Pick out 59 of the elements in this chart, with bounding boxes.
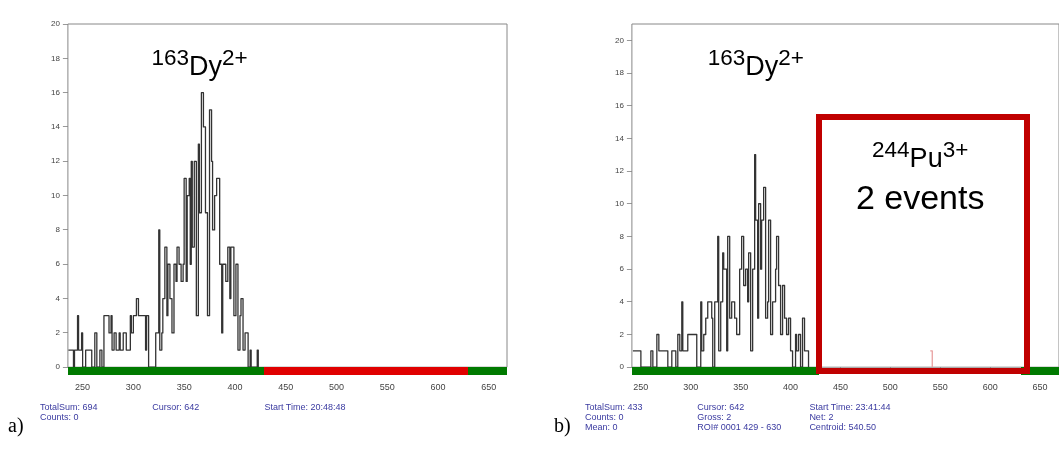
x-tick-label: 550: [932, 382, 948, 393]
text: Start Time: 23:41:44: [809, 402, 892, 412]
annotation: 2 events: [855, 178, 985, 218]
y-tick-label: 2: [619, 329, 625, 339]
x-tick-label: 300: [125, 382, 141, 393]
x-tick-label: 500: [882, 382, 898, 393]
text: Net: 2: [809, 412, 835, 422]
text: TotalSum: 433: [585, 402, 644, 412]
y-tick-label: 16: [50, 87, 61, 97]
text: Counts: 0: [40, 412, 80, 422]
x-tick-label: 400: [227, 382, 243, 393]
y-tick-label: 18: [50, 53, 61, 63]
y-tick-label: 0: [619, 362, 625, 372]
y-tick-label: 20: [614, 35, 625, 45]
y-tick-label: 4: [619, 297, 625, 307]
annotation: $^{163}$Dy$^{2+}$: [707, 44, 804, 82]
y-tick-label: 8: [619, 231, 625, 241]
x-tick-label: 400: [783, 382, 799, 393]
text: Counts: 0: [585, 412, 625, 422]
y-tick-label: 6: [55, 259, 61, 269]
y-tick-label: 6: [619, 264, 625, 274]
y-tick-label: 8: [55, 225, 61, 235]
y-tick-label: 20: [50, 19, 61, 29]
x-tick-label: 550: [379, 382, 395, 393]
text: Gross: 2: [697, 412, 733, 422]
text: Cursor: 642: [152, 402, 201, 412]
y-tick-label: 14: [614, 133, 625, 143]
x-tick-label: 650: [1032, 382, 1048, 393]
x-tick-label: 250: [633, 382, 649, 393]
x-tick-label: 600: [982, 382, 998, 393]
text: TotalSum: 694: [40, 402, 99, 412]
y-tick-label: 12: [614, 166, 625, 176]
y-tick-label: 2: [55, 328, 61, 338]
text: b): [554, 414, 571, 437]
text: Centroid: 540.50: [809, 422, 877, 432]
x-tick-label: 350: [176, 382, 192, 393]
text: ROI# 0001 429 - 630: [697, 422, 783, 432]
y-tick-label: 14: [50, 122, 61, 132]
y-tick-label: 16: [614, 100, 625, 110]
x-tick-label: 300: [683, 382, 699, 393]
y-tick-label: 18: [614, 68, 625, 78]
x-tick-label: 450: [278, 382, 294, 393]
text: Mean: 0: [585, 422, 619, 432]
x-tick-label: 500: [328, 382, 344, 393]
text: Start Time: 20:48:48: [264, 402, 347, 412]
x-tick-label: 600: [430, 382, 446, 393]
text: a): [8, 414, 24, 437]
text: Cursor: 642: [697, 402, 746, 412]
x-tick-label: 250: [75, 382, 91, 393]
annotation: $^{163}$Dy$^{2+}$: [151, 44, 248, 82]
x-tick-label: 350: [733, 382, 749, 393]
y-tick-label: 12: [50, 156, 61, 166]
y-tick-label: 0: [55, 362, 61, 372]
annotation: $^{244}$Pu$^{3+}$: [872, 137, 969, 175]
y-tick-label: 4: [55, 293, 61, 303]
x-tick-label: 650: [481, 382, 497, 393]
x-tick-label: 450: [832, 382, 848, 393]
y-tick-label: 10: [50, 190, 61, 200]
y-tick-label: 10: [614, 198, 625, 208]
